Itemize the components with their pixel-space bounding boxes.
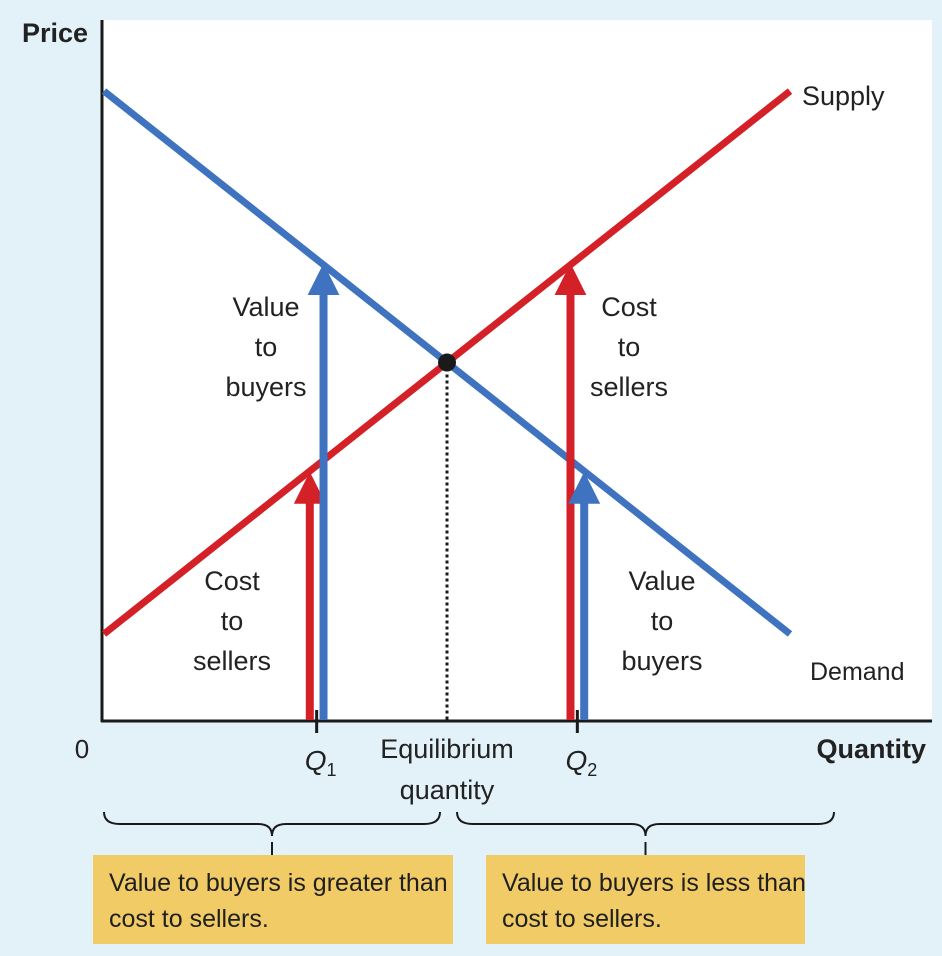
right-brace bbox=[456, 811, 835, 837]
x-axis-label: Quantity bbox=[816, 734, 926, 764]
plot-area bbox=[102, 20, 932, 722]
q2-label: Q2 bbox=[565, 745, 597, 780]
left-brace bbox=[103, 811, 441, 837]
origin-label: 0 bbox=[75, 734, 89, 764]
equilibrium-point bbox=[438, 353, 456, 372]
demand-label: Demand bbox=[810, 658, 905, 686]
note-right-line: Value to buyers is less than bbox=[502, 869, 806, 897]
q1-cost-to-sellers-label: Cost bbox=[204, 566, 260, 596]
q1-value-to-buyers-label: buyers bbox=[225, 372, 306, 402]
q2-label-subscript: 2 bbox=[587, 760, 597, 780]
note-left: Value to buyers is greater than cost to … bbox=[93, 855, 453, 944]
q2-label-letter: Q bbox=[565, 745, 587, 776]
note-left-line: cost to sellers. bbox=[109, 905, 269, 933]
q1-label: Q1 bbox=[305, 745, 337, 780]
q2-value-to-buyers-label: to bbox=[651, 606, 674, 636]
q1-cost-to-sellers-label: to bbox=[221, 606, 244, 636]
q1-cost-to-sellers-label: sellers bbox=[193, 646, 271, 676]
q1-value-to-buyers-label: to bbox=[255, 332, 278, 362]
q2-value-to-buyers-label: Value bbox=[628, 566, 695, 596]
q2-cost-to-sellers-label: to bbox=[618, 332, 641, 362]
note-left-line: Value to buyers is greater than bbox=[109, 869, 448, 897]
q2-cost-to-sellers-label: Cost bbox=[601, 292, 657, 322]
note-right: Value to buyers is less than cost to sel… bbox=[486, 855, 806, 944]
supply-label: Supply bbox=[802, 81, 885, 111]
q2-value-to-buyers-label: buyers bbox=[621, 646, 702, 676]
note-right-line: cost to sellers. bbox=[502, 905, 662, 933]
q2-cost-to-sellers-label: sellers bbox=[590, 372, 668, 402]
q1-label-subscript: 1 bbox=[327, 760, 337, 780]
equilibrium-label: Equilibrium bbox=[380, 734, 514, 764]
y-axis-label: Price bbox=[22, 18, 88, 48]
equilibrium-label: quantity bbox=[400, 775, 495, 805]
q1-label-letter: Q bbox=[305, 745, 327, 776]
q1-value-to-buyers-label: Value bbox=[232, 292, 299, 322]
